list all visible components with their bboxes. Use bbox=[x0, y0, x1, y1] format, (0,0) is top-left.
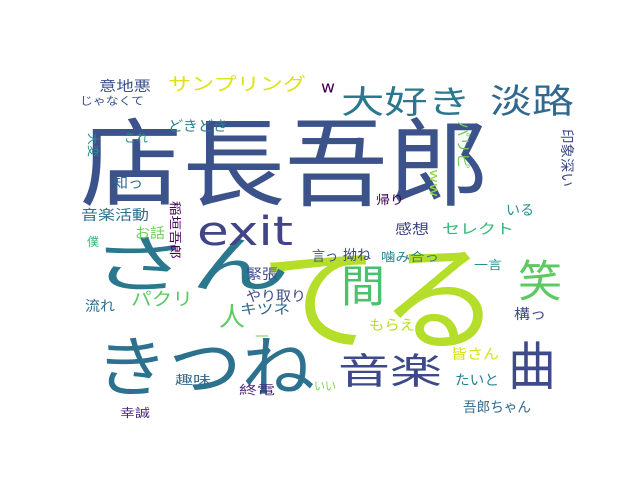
word-12: パクリ bbox=[131, 290, 193, 311]
word-16: 意地悪 bbox=[99, 78, 151, 95]
word-23: お話 bbox=[135, 225, 165, 242]
word-26: 緊張 bbox=[246, 267, 278, 283]
word-47: ww bbox=[427, 169, 441, 197]
word-1: 店長吾郎 bbox=[80, 109, 490, 221]
word-45: いる bbox=[506, 203, 534, 219]
word-17: じゃなくて bbox=[80, 95, 144, 108]
word-41: 構っ bbox=[514, 307, 546, 323]
word-36: 噛み合っ bbox=[381, 249, 439, 264]
word-34: 終電 bbox=[239, 382, 275, 397]
word-32: 趣味 bbox=[175, 372, 211, 387]
word-31: 流れ bbox=[85, 299, 115, 315]
word-11: 淡路 bbox=[490, 82, 574, 122]
word-8: exit bbox=[197, 209, 293, 255]
word-18: どきどき bbox=[168, 119, 228, 135]
word-19: これ bbox=[124, 131, 148, 145]
word-6: 間 bbox=[341, 262, 385, 313]
word-5: 曲 bbox=[508, 338, 556, 398]
word-27: 言っ bbox=[312, 249, 338, 265]
word-28: 拗ね bbox=[343, 248, 371, 264]
word-2: てる bbox=[260, 231, 500, 369]
word-20: 大変 bbox=[86, 133, 101, 157]
word-15: w bbox=[321, 78, 335, 97]
word-24: 稲垣吾郎 bbox=[168, 201, 182, 259]
word-10: 大好き bbox=[341, 83, 471, 121]
word-37: もらえ bbox=[369, 318, 415, 334]
word-44: セレクト bbox=[442, 222, 514, 238]
word-7: 笑 bbox=[518, 257, 562, 308]
word-3: きつね bbox=[95, 330, 315, 407]
word-38: 皆さん bbox=[451, 347, 499, 363]
word-48: パリピ bbox=[454, 121, 470, 169]
word-50: _ bbox=[254, 321, 269, 337]
word-4: さん bbox=[90, 229, 290, 302]
word-39: たいと bbox=[455, 373, 499, 389]
word-30: やり取り bbox=[246, 289, 306, 305]
word-21: 知っ bbox=[113, 175, 143, 192]
word-25: 僕 bbox=[87, 235, 99, 249]
word-42: 一言 bbox=[474, 258, 502, 272]
word-13: 人 bbox=[219, 303, 245, 333]
word-33: 幸誠 bbox=[120, 406, 150, 420]
word-35: いい bbox=[314, 379, 336, 393]
word-14: サンプリング bbox=[168, 75, 306, 96]
word-43: 感想 bbox=[395, 221, 429, 238]
word-40: 吾郎ちゃん bbox=[463, 400, 531, 416]
word-9: 音楽 bbox=[338, 352, 442, 393]
word-22: 音楽活動 bbox=[81, 207, 149, 224]
word-49: 印象深い bbox=[558, 129, 574, 187]
word-46: 帰り bbox=[376, 193, 404, 207]
word-29: キツネ bbox=[240, 302, 290, 318]
